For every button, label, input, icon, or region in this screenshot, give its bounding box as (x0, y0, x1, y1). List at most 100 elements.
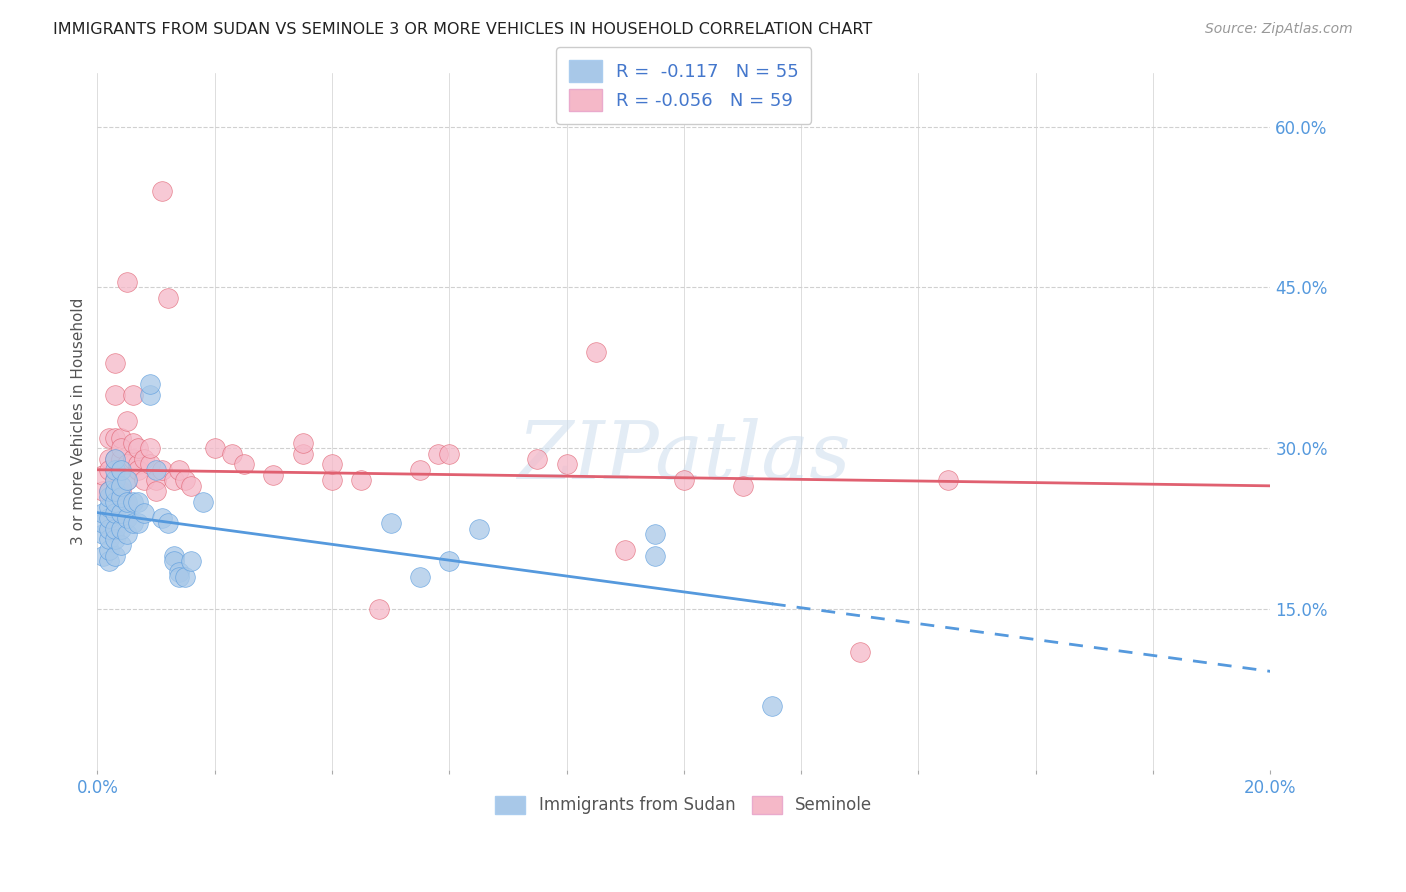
Point (115, 474, 138, 488)
Point (350, 474, 373, 488)
Point (110, 479, 132, 493)
Point (115, 495, 138, 509)
Point (180, 554, 202, 568)
Text: IMMIGRANTS FROM SUDAN VS SEMINOLE 3 OR MORE VEHICLES IN HOUSEHOLD CORRELATION CH: IMMIGRANTS FROM SUDAN VS SEMINOLE 3 OR M… (53, 22, 873, 37)
Point (110, 484, 132, 499)
Point (555, 458, 578, 472)
Point (139, 387, 162, 401)
Point (98, 522, 121, 536)
Point (98, 490, 121, 504)
Point (180, 479, 202, 493)
Point (110, 463, 132, 477)
Point (91, 549, 114, 563)
Point (145, 463, 167, 477)
Point (115, 415, 138, 429)
Point (134, 452, 156, 467)
Point (672, 474, 695, 488)
Point (104, 355, 127, 369)
Point (150, 463, 173, 477)
Point (91, 506, 114, 520)
Point (409, 570, 432, 584)
Point (98, 500, 121, 515)
Point (104, 533, 127, 547)
Text: Source: ZipAtlas.com: Source: ZipAtlas.com (1205, 22, 1353, 37)
Point (121, 495, 143, 509)
Point (221, 447, 243, 461)
Point (115, 527, 138, 541)
Point (169, 565, 191, 579)
Point (291, 436, 314, 450)
Point (439, 447, 461, 461)
Point (104, 484, 127, 499)
Point (104, 452, 127, 467)
Point (169, 570, 191, 584)
Point (262, 468, 284, 483)
Point (169, 463, 191, 477)
Point (104, 495, 127, 509)
Text: ZIPatlas: ZIPatlas (517, 417, 851, 495)
Point (110, 442, 132, 456)
Point (644, 549, 666, 563)
Point (761, 698, 783, 713)
Point (731, 479, 754, 493)
Point (150, 511, 173, 525)
Point (174, 474, 197, 488)
Point (614, 543, 637, 558)
Point (104, 474, 127, 488)
Point (91, 468, 114, 483)
Point (115, 511, 138, 525)
Point (104, 463, 127, 477)
Point (110, 522, 132, 536)
Point (110, 452, 132, 467)
Point (174, 570, 197, 584)
Point (467, 522, 489, 536)
Point (104, 387, 127, 401)
Point (98, 554, 121, 568)
Point (191, 495, 214, 509)
Point (127, 463, 149, 477)
Point (644, 527, 666, 541)
Point (110, 506, 132, 520)
Point (104, 506, 127, 520)
Point (526, 452, 548, 467)
Point (936, 474, 959, 488)
Point (98, 511, 121, 525)
Point (110, 490, 132, 504)
Point (204, 442, 226, 456)
Point (409, 463, 432, 477)
Point (110, 431, 132, 445)
Point (139, 376, 162, 391)
Point (426, 447, 449, 461)
Point (121, 436, 143, 450)
Point (127, 458, 149, 472)
Point (145, 474, 167, 488)
Point (291, 447, 314, 461)
Point (233, 458, 256, 472)
Point (156, 291, 179, 305)
Point (139, 442, 162, 456)
Point (115, 275, 138, 289)
Point (91, 527, 114, 541)
Point (98, 484, 121, 499)
Point (321, 458, 343, 472)
Point (98, 431, 121, 445)
Point (104, 474, 127, 488)
Point (367, 602, 389, 616)
Point (162, 474, 184, 488)
Point (104, 522, 127, 536)
Point (121, 387, 143, 401)
Point (127, 516, 149, 531)
Point (139, 458, 162, 472)
Point (585, 344, 607, 359)
Point (134, 506, 156, 520)
Point (321, 474, 343, 488)
Point (115, 474, 138, 488)
Point (127, 495, 149, 509)
Point (98, 463, 121, 477)
Legend: Immigrants from Sudan, Seminole: Immigrants from Sudan, Seminole (485, 786, 883, 824)
Point (134, 474, 156, 488)
Point (156, 516, 179, 531)
Point (145, 484, 167, 499)
Point (849, 645, 872, 659)
Point (110, 538, 132, 552)
